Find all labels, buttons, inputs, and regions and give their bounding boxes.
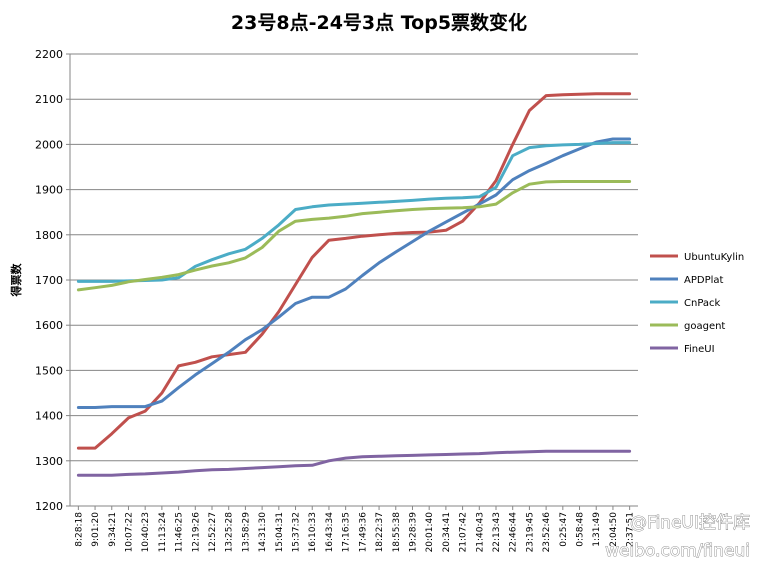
x-tick-label: 22:46:44 (509, 512, 519, 553)
series-line-cnpack (76, 141, 632, 283)
y-tick-label: 1900 (35, 184, 63, 197)
x-tick-label: 13:58:29 (241, 512, 251, 553)
y-tick-label: 2000 (35, 138, 63, 151)
x-tick-label: 1:31:49 (592, 512, 602, 547)
x-tick-label: 10:07:22 (124, 512, 134, 552)
y-tick-label: 2200 (35, 48, 63, 61)
y-tick-label: 1800 (35, 229, 63, 242)
x-tick-label: 14:31:30 (258, 512, 268, 553)
watermark-handle: @FineUI控件库 (630, 513, 750, 533)
x-tick-label: 9:01:20 (91, 512, 101, 547)
y-axis-label: 得票数 (9, 263, 23, 298)
x-tick-label: 18:55:38 (392, 512, 402, 553)
x-tick-label: 13:25:28 (225, 512, 235, 553)
x-tick-label: 12:52:27 (208, 512, 218, 552)
series-line-apdplat (76, 137, 632, 409)
y-tick-label: 1500 (35, 364, 63, 377)
legend-label: CnPack (684, 298, 721, 309)
x-axis-ticks: 8:28:18 9:01:20 9:34:21 10:07:22 10:40:23 11:… (74, 506, 636, 553)
x-tick-label: 21:40:43 (475, 512, 485, 552)
y-axis-ticks: 1200 1300 1400 1500 1600 1700 1800 1900 2000 2100… (35, 48, 70, 513)
y-tick-label: 1600 (35, 319, 63, 332)
x-tick-label: 8:28:18 (74, 512, 84, 547)
watermark-url: weibo.com/fineui (605, 541, 750, 561)
y-tick-label: 2100 (35, 93, 63, 106)
watermark: @FineUI控件库 weibo.com/fineui (605, 513, 751, 562)
x-tick-label: 0:58:48 (576, 512, 586, 547)
x-tick-label: 22:13:43 (492, 512, 502, 552)
x-tick-label: 12:19:26 (191, 512, 201, 553)
x-tick-label: 21:07:42 (459, 512, 469, 552)
y-tick-label: 1300 (35, 455, 63, 468)
legend-label: APDPlat (684, 275, 724, 286)
x-tick-label: 23:19:45 (525, 512, 535, 552)
series-line-ubuntukylin (76, 92, 632, 450)
series-lines (76, 92, 632, 477)
x-tick-label: 10:40:23 (141, 512, 151, 552)
x-tick-label: 9:34:21 (108, 512, 118, 547)
series-line-goagent (76, 180, 632, 292)
x-tick-label: 2:04:50 (609, 512, 619, 547)
x-tick-label: 16:10:33 (308, 512, 318, 552)
x-tick-label: 17:49:36 (358, 512, 368, 553)
x-tick-label: 17:16:35 (342, 512, 352, 552)
x-tick-label: 19:28:39 (408, 512, 418, 553)
x-tick-label: 11:13:24 (158, 512, 168, 553)
chart-title: 23号8点-24号3点 Top5票数变化 (231, 11, 527, 34)
gridlines (70, 53, 638, 462)
y-tick-label: 1400 (35, 410, 63, 423)
x-tick-label: 15:04:31 (275, 512, 285, 552)
legend-label: FineUI (684, 344, 715, 355)
x-tick-label: 18:22:37 (375, 512, 385, 552)
x-tick-label: 2:37:51 (626, 512, 636, 547)
y-tick-label: 1200 (35, 500, 63, 513)
x-tick-label: 15:37:32 (292, 512, 302, 552)
series-line-fineui (76, 449, 632, 477)
legend: UbuntuKylin APDPlat CnPack goagent FineUI (650, 252, 744, 355)
x-tick-label: 20:01:40 (425, 512, 435, 553)
legend-label: UbuntuKylin (684, 252, 744, 263)
x-tick-label: 0:25:47 (559, 512, 569, 547)
x-tick-label: 16:43:34 (325, 512, 335, 553)
legend-label: goagent (684, 321, 725, 332)
y-tick-label: 1700 (35, 274, 63, 287)
x-tick-label: 11:46:25 (175, 512, 185, 552)
x-tick-label: 20:34:41 (442, 512, 452, 552)
x-tick-label: 23:52:46 (542, 512, 552, 553)
